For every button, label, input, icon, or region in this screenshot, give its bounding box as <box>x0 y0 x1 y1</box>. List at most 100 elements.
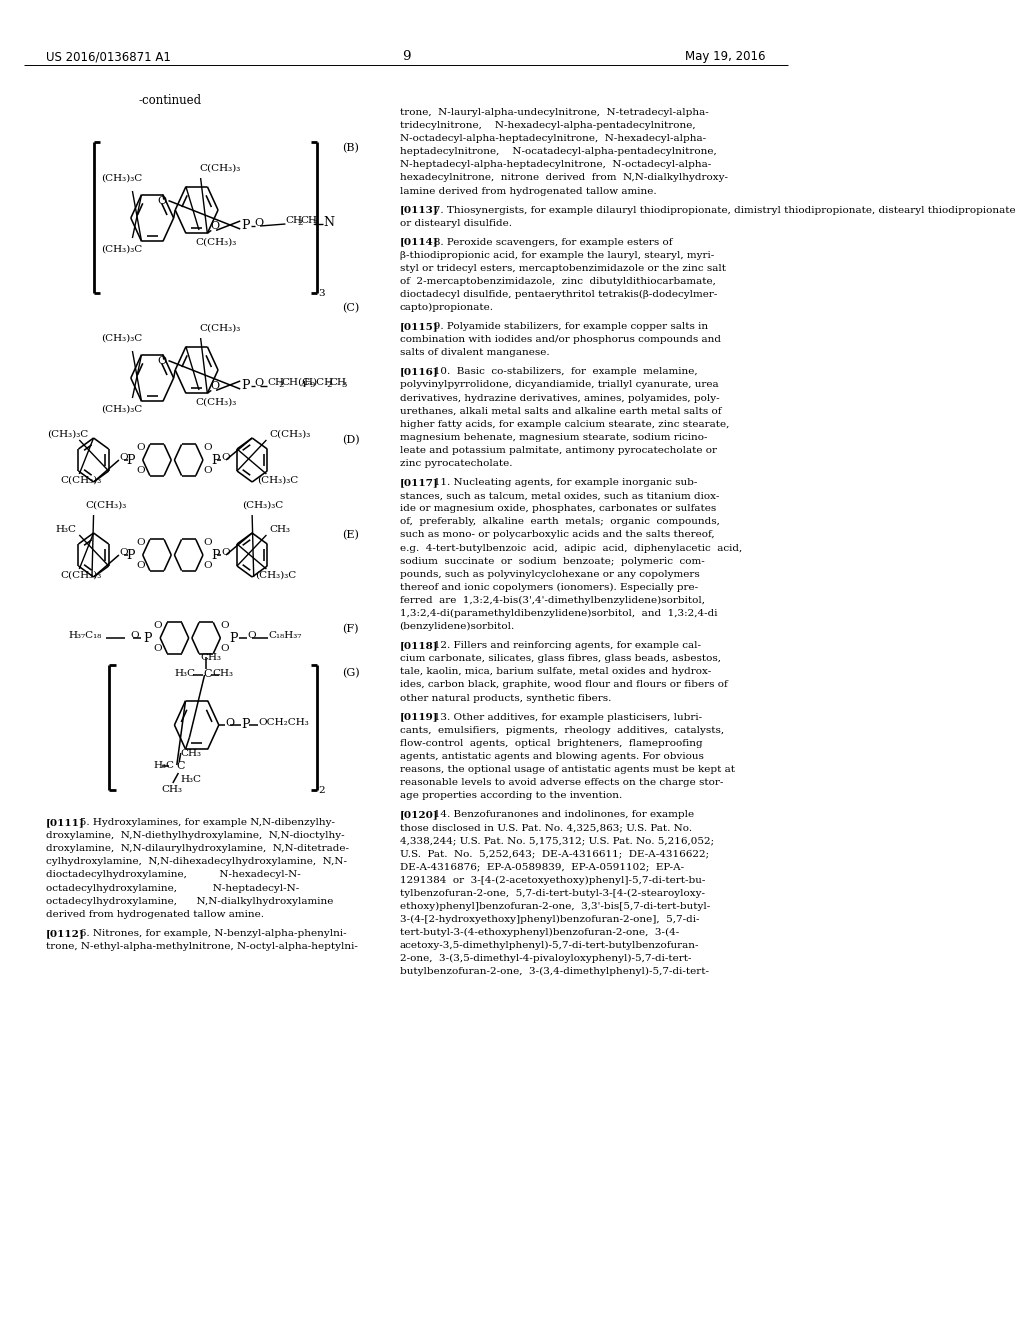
Text: C(CH₃)₃: C(CH₃)₃ <box>199 323 241 333</box>
Text: sodium  succinate  or  sodium  benzoate;  polymeric  com-: sodium succinate or sodium benzoate; pol… <box>399 557 705 566</box>
Text: of  2-mercaptobenzimidazole,  zinc  dibutyldithiocarbamate,: of 2-mercaptobenzimidazole, zinc dibutyl… <box>399 277 716 286</box>
Text: 2: 2 <box>318 785 326 795</box>
Text: O: O <box>248 631 256 640</box>
Text: -continued: -continued <box>138 94 202 107</box>
Text: trone,  N-lauryl-alpha-undecylnitrone,  N-tetradecyl-alpha-: trone, N-lauryl-alpha-undecylnitrone, N-… <box>399 108 709 117</box>
Text: O: O <box>158 195 167 206</box>
Text: O: O <box>220 644 229 653</box>
Text: hexadecylnitrone,  nitrone  derived  from  N,N-dialkylhydroxy-: hexadecylnitrone, nitrone derived from N… <box>399 173 728 182</box>
Text: 4,338,244; U.S. Pat. No. 5,175,312; U.S. Pat. No. 5,216,052;: 4,338,244; U.S. Pat. No. 5,175,312; U.S.… <box>399 837 714 845</box>
Text: (E): (E) <box>342 531 359 540</box>
Text: P: P <box>143 632 152 645</box>
Text: cylhydroxylamine,  N,N-dihexadecylhydroxylamine,  N,N-: cylhydroxylamine, N,N-dihexadecylhydroxy… <box>46 857 347 866</box>
Text: [0118]: [0118] <box>399 642 438 651</box>
Text: 3: 3 <box>341 381 346 389</box>
Text: O: O <box>130 631 138 640</box>
Text: 1291384  or  3-[4-(2-acetoxyethoxy)phenyl]-5,7-di-tert-bu-: 1291384 or 3-[4-(2-acetoxyethoxy)phenyl]… <box>399 875 705 884</box>
Text: 3-(4-[2-hydroxyethoxy]phenyl)benzofuran-2-one],  5,7-di-: 3-(4-[2-hydroxyethoxy]phenyl)benzofuran-… <box>399 915 699 924</box>
Text: C(CH₃)₃: C(CH₃)₃ <box>199 164 241 173</box>
Text: lamine derived from hydrogenated tallow amine.: lamine derived from hydrogenated tallow … <box>399 186 656 195</box>
Text: (CH₃)₃C: (CH₃)₃C <box>101 174 142 183</box>
Text: 1,3:2,4-di(paramethyldibenzylidene)sorbitol,  and  1,3:2,4-di: 1,3:2,4-di(paramethyldibenzylidene)sorbi… <box>399 609 717 618</box>
Text: CH: CH <box>267 378 285 387</box>
Text: 13. Other additives, for example plasticisers, lubri-: 13. Other additives, for example plastic… <box>424 713 701 722</box>
Text: C(CH₃)₃: C(CH₃)₃ <box>195 238 237 247</box>
Text: P: P <box>126 549 134 562</box>
Text: ferred  are  1,3:2,4-bis(3',4'-dimethylbenzylidene)sorbitol,: ferred are 1,3:2,4-bis(3',4'-dimethylben… <box>399 595 705 605</box>
Text: O: O <box>255 218 263 228</box>
Text: 10.  Basic  co-stabilizers,  for  example  melamine,: 10. Basic co-stabilizers, for example me… <box>424 367 697 376</box>
Text: O: O <box>221 453 229 462</box>
Text: P: P <box>241 219 250 232</box>
Text: (D): (D) <box>342 436 360 445</box>
Text: O: O <box>119 453 128 462</box>
Text: other natural products, synthetic fibers.: other natural products, synthetic fibers… <box>399 693 611 702</box>
Text: O: O <box>136 539 145 546</box>
Text: CH: CH <box>300 216 317 224</box>
Text: [0119]: [0119] <box>399 713 438 722</box>
Text: thereof and ionic copolymers (ionomers). Especially pre-: thereof and ionic copolymers (ionomers).… <box>399 583 697 591</box>
Text: dioctadecylhydroxylamine,          N-hexadecyl-N-: dioctadecylhydroxylamine, N-hexadecyl-N- <box>46 870 301 879</box>
Text: butylbenzofuran-2-one,  3-(3,4-dimethylphenyl)-5,7-di-tert-: butylbenzofuran-2-one, 3-(3,4-dimethylph… <box>399 968 709 977</box>
Text: (CH₃)₃C: (CH₃)₃C <box>255 572 297 579</box>
Text: of,  preferably,  alkaline  earth  metals;  organic  compounds,: of, preferably, alkaline earth metals; o… <box>399 517 720 527</box>
Text: [0114]: [0114] <box>399 238 438 247</box>
Text: 2: 2 <box>279 381 284 389</box>
Text: [0113]: [0113] <box>399 206 438 215</box>
Text: capto)propionate.: capto)propionate. <box>399 304 494 313</box>
Text: reasonable levels to avoid adverse effects on the charge stor-: reasonable levels to avoid adverse effec… <box>399 777 723 787</box>
Text: O: O <box>154 644 163 653</box>
Text: 3: 3 <box>318 289 326 298</box>
Text: leate and potassium palmitate, antimony pyrocatecholate or: leate and potassium palmitate, antimony … <box>399 446 717 455</box>
Text: P: P <box>126 454 134 467</box>
Text: O: O <box>158 355 167 366</box>
Text: tale, kaolin, mica, barium sulfate, metal oxides and hydrox-: tale, kaolin, mica, barium sulfate, meta… <box>399 668 711 676</box>
Text: (C): (C) <box>342 304 359 313</box>
Text: O: O <box>255 378 263 388</box>
Text: H₃C: H₃C <box>154 762 175 770</box>
Text: stances, such as talcum, metal oxides, such as titanium diox-: stances, such as talcum, metal oxides, s… <box>399 491 719 500</box>
Text: agents, antistatic agents and blowing agents. For obvious: agents, antistatic agents and blowing ag… <box>399 752 703 760</box>
Text: 2: 2 <box>312 219 317 227</box>
Text: U.S.  Pat.  No.  5,252,643;  DE-A-4316611;  DE-A-4316622;: U.S. Pat. No. 5,252,643; DE-A-4316611; D… <box>399 850 709 858</box>
Text: salts of divalent manganese.: salts of divalent manganese. <box>399 348 549 358</box>
Text: P: P <box>212 549 220 562</box>
Text: H₃₇C₁₈: H₃₇C₁₈ <box>69 631 101 640</box>
Text: derived from hydrogenated tallow amine.: derived from hydrogenated tallow amine. <box>46 909 264 919</box>
Text: DE-A-4316876;  EP-A-0589839,  EP-A-0591102;  EP-A-: DE-A-4316876; EP-A-0589839, EP-A-0591102… <box>399 862 684 871</box>
Text: CH: CH <box>286 216 302 224</box>
Text: CH(C: CH(C <box>282 378 310 387</box>
Text: those disclosed in U.S. Pat. No. 4,325,863; U.S. Pat. No.: those disclosed in U.S. Pat. No. 4,325,8… <box>399 824 692 833</box>
Text: dioctadecyl disulfide, pentaerythritol tetrakis(β-dodecylmer-: dioctadecyl disulfide, pentaerythritol t… <box>399 290 717 300</box>
Text: combination with iodides and/or phosphorus compounds and: combination with iodides and/or phosphor… <box>399 335 721 345</box>
Text: such as mono- or polycarboxylic acids and the salts thereof,: such as mono- or polycarboxylic acids an… <box>399 531 714 540</box>
Text: cium carbonate, silicates, glass fibres, glass beads, asbestos,: cium carbonate, silicates, glass fibres,… <box>399 655 721 663</box>
Text: H₃C: H₃C <box>174 669 196 678</box>
Text: P: P <box>241 718 250 731</box>
Text: [0111]: [0111] <box>46 818 85 828</box>
Text: droxylamine,  N,N-dilaurylhydroxylamine,  N,N-ditetrade-: droxylamine, N,N-dilaurylhydroxylamine, … <box>46 845 349 853</box>
Text: styl or tridecyl esters, mercaptobenzimidazole or the zinc salt: styl or tridecyl esters, mercaptobenzimi… <box>399 264 726 273</box>
Text: e.g.  4-tert-butylbenzoic  acid,  adipic  acid,  diphenylacetic  acid,: e.g. 4-tert-butylbenzoic acid, adipic ac… <box>399 544 741 553</box>
Text: O: O <box>211 381 219 392</box>
Text: 4: 4 <box>300 381 306 389</box>
Text: cants,  emulsifiers,  pigments,  rheology  additives,  catalysts,: cants, emulsifiers, pigments, rheology a… <box>399 726 724 735</box>
Text: O: O <box>225 718 234 729</box>
Text: May 19, 2016: May 19, 2016 <box>685 50 766 63</box>
Text: pounds, such as polyvinylcyclohexane or any copolymers: pounds, such as polyvinylcyclohexane or … <box>399 570 699 578</box>
Text: 2: 2 <box>297 219 302 227</box>
Text: O: O <box>119 548 128 557</box>
Text: C(CH₃)₃: C(CH₃)₃ <box>86 502 127 510</box>
Text: C(CH₃)₃: C(CH₃)₃ <box>269 430 311 440</box>
Text: H: H <box>304 378 312 387</box>
Text: tridecylnitrone,    N-hexadecyl-alpha-pentadecylnitrone,: tridecylnitrone, N-hexadecyl-alpha-penta… <box>399 121 695 131</box>
Text: CH: CH <box>330 378 347 387</box>
Text: (benzylidene)sorbitol.: (benzylidene)sorbitol. <box>399 622 515 631</box>
Text: CH₃: CH₃ <box>213 669 233 678</box>
Text: magnesium behenate, magnesium stearate, sodium ricino-: magnesium behenate, magnesium stearate, … <box>399 433 708 442</box>
Text: higher fatty acids, for example calcium stearate, zinc stearate,: higher fatty acids, for example calcium … <box>399 420 729 429</box>
Text: O: O <box>136 444 145 451</box>
Text: 12. Fillers and reinforcing agents, for example cal-: 12. Fillers and reinforcing agents, for … <box>424 642 700 651</box>
Text: (CH₃)₃C: (CH₃)₃C <box>257 477 298 484</box>
Text: 2-one,  3-(3,5-dimethyl-4-pivaloyloxyphenyl)-5,7-di-tert-: 2-one, 3-(3,5-dimethyl-4-pivaloyloxyphen… <box>399 954 691 964</box>
